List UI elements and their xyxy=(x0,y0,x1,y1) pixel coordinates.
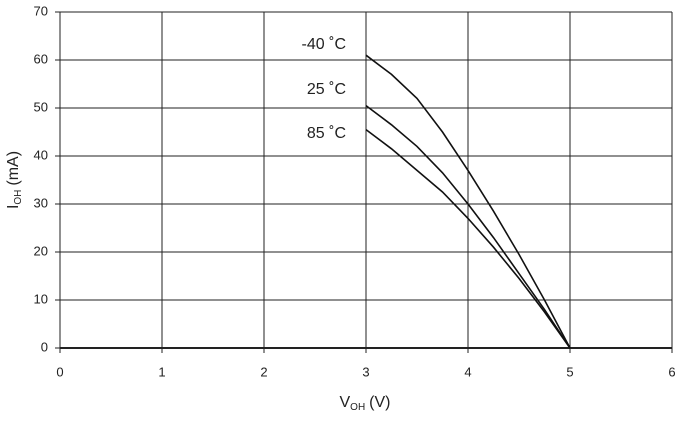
y-tick-label: 10 xyxy=(34,291,48,306)
y-tick-label: 50 xyxy=(34,99,48,114)
y-tick-label: 0 xyxy=(41,339,48,354)
series-label: -40 ˚C xyxy=(302,36,346,53)
x-tick-label: 3 xyxy=(362,364,369,379)
x-tick-label: 6 xyxy=(668,364,675,379)
series-line xyxy=(365,128,571,349)
x-axis-label-unit: (V) xyxy=(369,394,390,411)
y-tick-label: 70 xyxy=(34,3,48,18)
x-tick-label: 2 xyxy=(260,364,267,379)
x-axis-label-sub: OH xyxy=(350,402,365,413)
y-tick-label: 30 xyxy=(34,195,48,210)
x-axis-label-main: V xyxy=(340,394,351,411)
x-axis-label: VOH (V) xyxy=(340,394,391,412)
y-tick-label: 20 xyxy=(34,243,48,258)
x-tick-label: 1 xyxy=(158,364,165,379)
x-tick-label: 4 xyxy=(464,364,471,379)
x-tick-label: 5 xyxy=(566,364,573,379)
series-line xyxy=(365,54,571,349)
series-label: 25 ˚C xyxy=(307,81,346,98)
y-tick-label: 60 xyxy=(34,51,48,66)
y-axis-label-sub: OH xyxy=(13,190,24,205)
y-axis-label: IOH (mA) xyxy=(5,151,23,209)
y-axis-label-unit: (mA) xyxy=(5,151,22,186)
x-tick-label: 0 xyxy=(56,364,63,379)
series-label: 85 ˚C xyxy=(307,125,346,142)
y-axis-label-main: I xyxy=(5,205,22,209)
y-tick-label: 40 xyxy=(34,147,48,162)
series-line xyxy=(365,104,571,349)
